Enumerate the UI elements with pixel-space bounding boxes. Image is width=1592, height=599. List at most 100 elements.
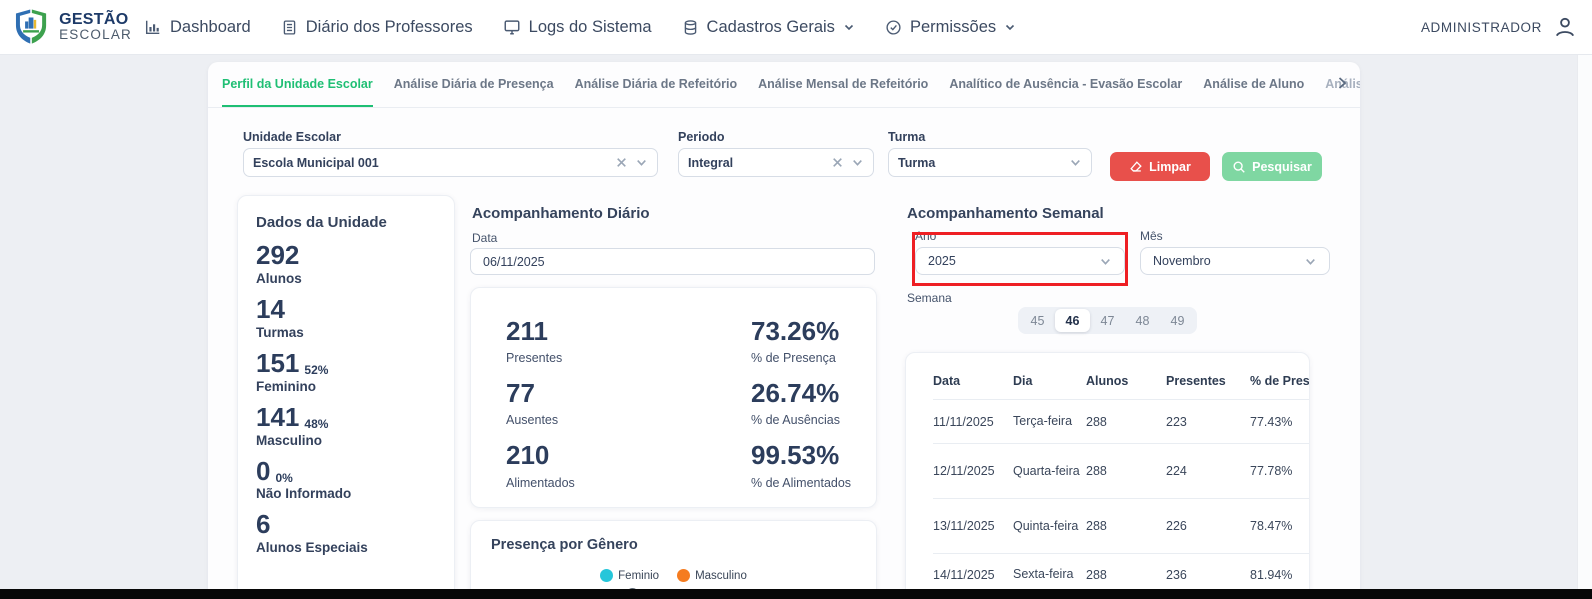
ano-select[interactable]: 2025 <box>915 247 1125 275</box>
eraser-icon <box>1129 160 1143 174</box>
clear-x-icon[interactable] <box>615 156 628 169</box>
chevron-down-icon[interactable] <box>635 156 648 169</box>
cell-pct: 77.43% <box>1250 415 1310 429</box>
week-pill-47[interactable]: 47 <box>1090 309 1125 332</box>
stat-label: Turmas <box>256 325 436 340</box>
analysis-tabbar: Perfil da Unidade Escolar Análise Diária… <box>208 62 1360 108</box>
date-input[interactable]: 06/11/2025 <box>470 248 875 275</box>
nav-item-logs-do-sistema[interactable]: Logs do Sistema <box>503 18 652 37</box>
filter-mes: Mês Novembro <box>1140 229 1330 275</box>
limpar-label: Limpar <box>1149 160 1191 174</box>
stat-value: 292 <box>256 240 299 270</box>
table-row[interactable]: 12/11/2025 Quarta-feira 288 224 77.78% <box>933 443 1309 498</box>
stat-label: Feminino <box>256 379 436 394</box>
daily-title: Acompanhamento Diário <box>472 205 650 222</box>
nav-item-diario-dos-professores[interactable]: Diário dos Professores <box>281 18 473 37</box>
stat-label: Alunos <box>256 271 436 286</box>
col-header-data: Data <box>933 374 1013 388</box>
stat-masculino: 14148% Masculino <box>256 403 436 448</box>
week-pill-45[interactable]: 45 <box>1020 309 1055 332</box>
mes-select[interactable]: Novembro <box>1140 247 1330 275</box>
stat-label: Alunos Especiais <box>256 540 436 555</box>
monitor-icon <box>503 18 521 36</box>
check-circle-icon <box>885 19 902 36</box>
unidade-escolar-value: Escola Municipal 001 <box>253 156 615 170</box>
cell-presentes: 223 <box>1166 415 1250 429</box>
chevron-down-icon[interactable] <box>1069 156 1082 169</box>
stat-pct: 0% <box>275 471 292 485</box>
chevron-down-icon <box>1004 21 1016 33</box>
mes-value: Novembro <box>1153 254 1304 268</box>
tab-analise-mensal-de-refeitorio[interactable]: Análise Mensal de Refeitório <box>758 62 928 107</box>
daily-stat-value: 73.26% <box>751 316 871 347</box>
stat-value: 0 <box>256 456 270 486</box>
chevron-down-icon[interactable] <box>851 156 864 169</box>
daily-stat-pct-ausencias: 26.74% % de Ausências <box>751 378 871 427</box>
week-pill-46[interactable]: 46 <box>1055 309 1090 332</box>
periodo-label: Periodo <box>678 130 874 144</box>
daily-stat-value: 99.53% <box>751 440 871 471</box>
brand-text: GESTÃO ESCOLAR <box>59 12 132 43</box>
tab-analise-diaria-de-refeitorio[interactable]: Análise Diária de Refeitório <box>575 62 738 107</box>
clear-x-icon[interactable] <box>831 156 844 169</box>
cell-pct: 78.47% <box>1250 519 1310 533</box>
cell-pct: 81.94% <box>1250 568 1310 582</box>
unidade-escolar-label: Unidade Escolar <box>243 130 658 144</box>
tab-perfil-da-unidade-escolar[interactable]: Perfil da Unidade Escolar <box>222 62 373 107</box>
brand-subtitle: ESCOLAR <box>59 28 132 42</box>
week-pill-48[interactable]: 48 <box>1125 309 1160 332</box>
cell-dia: Quarta-feira <box>1013 463 1086 480</box>
stat-value: 141 <box>256 402 299 432</box>
table-row[interactable]: 13/11/2025 Quinta-feira 288 226 78.47% <box>933 498 1309 553</box>
legend-item-masculino[interactable]: Masculino <box>677 569 747 582</box>
tabs-scroll-right-icon[interactable] <box>1334 75 1350 91</box>
stat-value: 14 <box>256 294 285 324</box>
chevron-down-icon <box>843 21 855 33</box>
unit-data-panel: Dados da Unidade 292 Alunos 14 Turmas 15… <box>237 195 455 599</box>
filter-turma: Turma Turma <box>888 130 1092 177</box>
week-pill-49[interactable]: 49 <box>1160 309 1195 332</box>
col-header-dia: Dia <box>1013 374 1086 388</box>
table-row[interactable]: 11/11/2025 Terça-feira 288 223 77.43% <box>933 399 1309 443</box>
cell-data: 11/11/2025 <box>933 415 1013 429</box>
app-logo[interactable]: GESTÃO ESCOLAR <box>0 6 132 48</box>
navbar-user-area: ADMINISTRADOR <box>1421 14 1592 40</box>
daily-stat-ausentes: 77 Ausentes <box>506 378 726 427</box>
pesquisar-button[interactable]: Pesquisar <box>1222 152 1322 181</box>
stat-label: Não Informado <box>256 486 436 501</box>
legend-label: Masculino <box>695 570 747 582</box>
daily-stat-presentes: 211 Presentes <box>506 316 726 365</box>
chevron-down-icon[interactable] <box>1099 255 1112 268</box>
vertical-scrollbar[interactable] <box>1577 55 1592 589</box>
unidade-escolar-select[interactable]: Escola Municipal 001 <box>243 148 658 177</box>
limpar-button[interactable]: Limpar <box>1110 152 1210 181</box>
week-selector: 45 46 47 48 49 <box>905 307 1310 334</box>
legend-item-feminio[interactable]: Feminio <box>600 569 659 582</box>
daily-stat-pct-presenca: 73.26% % de Presença <box>751 316 871 365</box>
ano-label: Ano <box>915 229 1125 243</box>
tab-analise-de-aluno[interactable]: Análise de Aluno <box>1203 62 1304 107</box>
school-shield-icon <box>12 6 50 48</box>
nav-item-cadastros-gerais[interactable]: Cadastros Gerais <box>682 18 855 37</box>
turma-select[interactable]: Turma <box>888 148 1092 177</box>
periodo-select[interactable]: Integral <box>678 148 874 177</box>
tab-analise-diaria-de-presenca[interactable]: Análise Diária de Presença <box>394 62 554 107</box>
cell-alunos: 288 <box>1086 568 1166 582</box>
stat-pct: 52% <box>304 363 328 377</box>
filter-ano: Ano 2025 <box>915 229 1125 275</box>
stat-value: 6 <box>256 509 270 539</box>
stat-alunos-especiais: 6 Alunos Especiais <box>256 510 436 555</box>
nav-item-dashboard[interactable]: Dashboard <box>144 18 251 37</box>
nav-item-permissoes[interactable]: Permissões <box>885 18 1016 37</box>
tab-analitico-de-ausencia-evasao-escolar[interactable]: Analítico de Ausência - Evasão Escolar <box>949 62 1182 107</box>
chevron-down-icon[interactable] <box>1304 255 1317 268</box>
legend-label: Feminio <box>618 570 659 582</box>
daily-stat-value: 211 <box>506 316 726 347</box>
nav-menu: Dashboard Diário dos Professores Logs do… <box>132 18 1016 37</box>
cell-pct: 77.78% <box>1250 464 1310 478</box>
semana-label: Semana <box>907 291 952 305</box>
daily-stat-label: % de Presença <box>751 351 871 365</box>
user-icon[interactable] <box>1552 14 1578 40</box>
daily-stats-card: 211 Presentes 77 Ausentes 210 Alimentado… <box>470 287 877 508</box>
nav-item-label: Dashboard <box>170 18 251 37</box>
